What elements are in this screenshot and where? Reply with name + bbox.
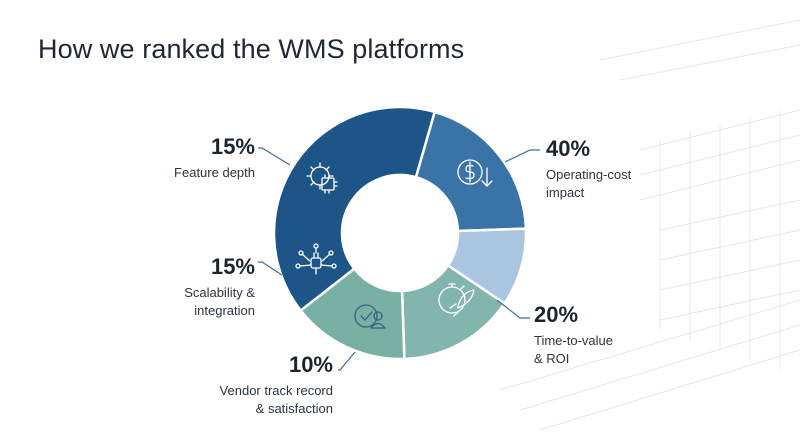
feature-depth-caption: Feature depth	[174, 164, 255, 182]
dollar-down-icon	[457, 159, 493, 187]
label-scalability: 15% Scalability & integration	[184, 254, 255, 320]
rocket-stopwatch-icon	[438, 283, 475, 317]
scalability-percent: 15%	[210, 254, 255, 279]
scalability-caption-line2: integration	[194, 303, 255, 318]
network-plug-icon	[295, 243, 337, 275]
operating-cost-percent: 40%	[546, 136, 591, 161]
label-time-to-value: 20% Time-to-value & ROI	[534, 302, 613, 368]
time-to-value-caption: Time-to-value & ROI	[534, 332, 613, 368]
time-to-value-percent: 20%	[534, 302, 579, 327]
page-title: How we ranked the WMS platforms	[38, 34, 465, 64]
operating-cost-caption: Operating-cost impact	[546, 166, 631, 202]
label-operating-cost: 40% Operating-cost impact	[546, 136, 631, 202]
vendor-track-caption-line1: Vendor track record	[219, 383, 333, 398]
feature-depth-percent: 15%	[210, 134, 255, 159]
label-vendor-track: 10% Vendor track record & satisfaction	[220, 352, 333, 418]
leader-line-scalability	[258, 261, 283, 276]
donut-slice-feature-depth	[298, 266, 406, 361]
leader-line-time-to-value	[496, 299, 530, 319]
donut-slice-operating-cost-impact	[272, 105, 437, 313]
scalability-caption-line1: Scalability &	[184, 285, 255, 300]
leader-line-vendor-track	[338, 351, 356, 371]
vendor-track-caption-line2: & satisfaction	[255, 401, 333, 416]
leader-line-operating-cost	[504, 149, 540, 163]
leader-line-feature-depth	[258, 147, 291, 166]
operating-cost-caption-line2: impact	[546, 185, 585, 200]
feature-depth-caption-line1: Feature depth	[174, 165, 255, 180]
vendor-track-caption: Vendor track record & satisfaction	[220, 382, 333, 418]
vendor-track-percent: 10%	[288, 352, 333, 377]
scalability-caption: Scalability & integration	[184, 284, 255, 320]
user-check-icon	[354, 304, 386, 329]
time-to-value-caption-line1: Time-to-value	[534, 333, 613, 348]
label-feature-depth: 15% Feature depth	[174, 134, 255, 182]
time-to-value-caption-line2: & ROI	[534, 351, 570, 366]
gear-chip-icon	[306, 162, 338, 194]
operating-cost-caption-line1: Operating-cost	[546, 167, 632, 182]
